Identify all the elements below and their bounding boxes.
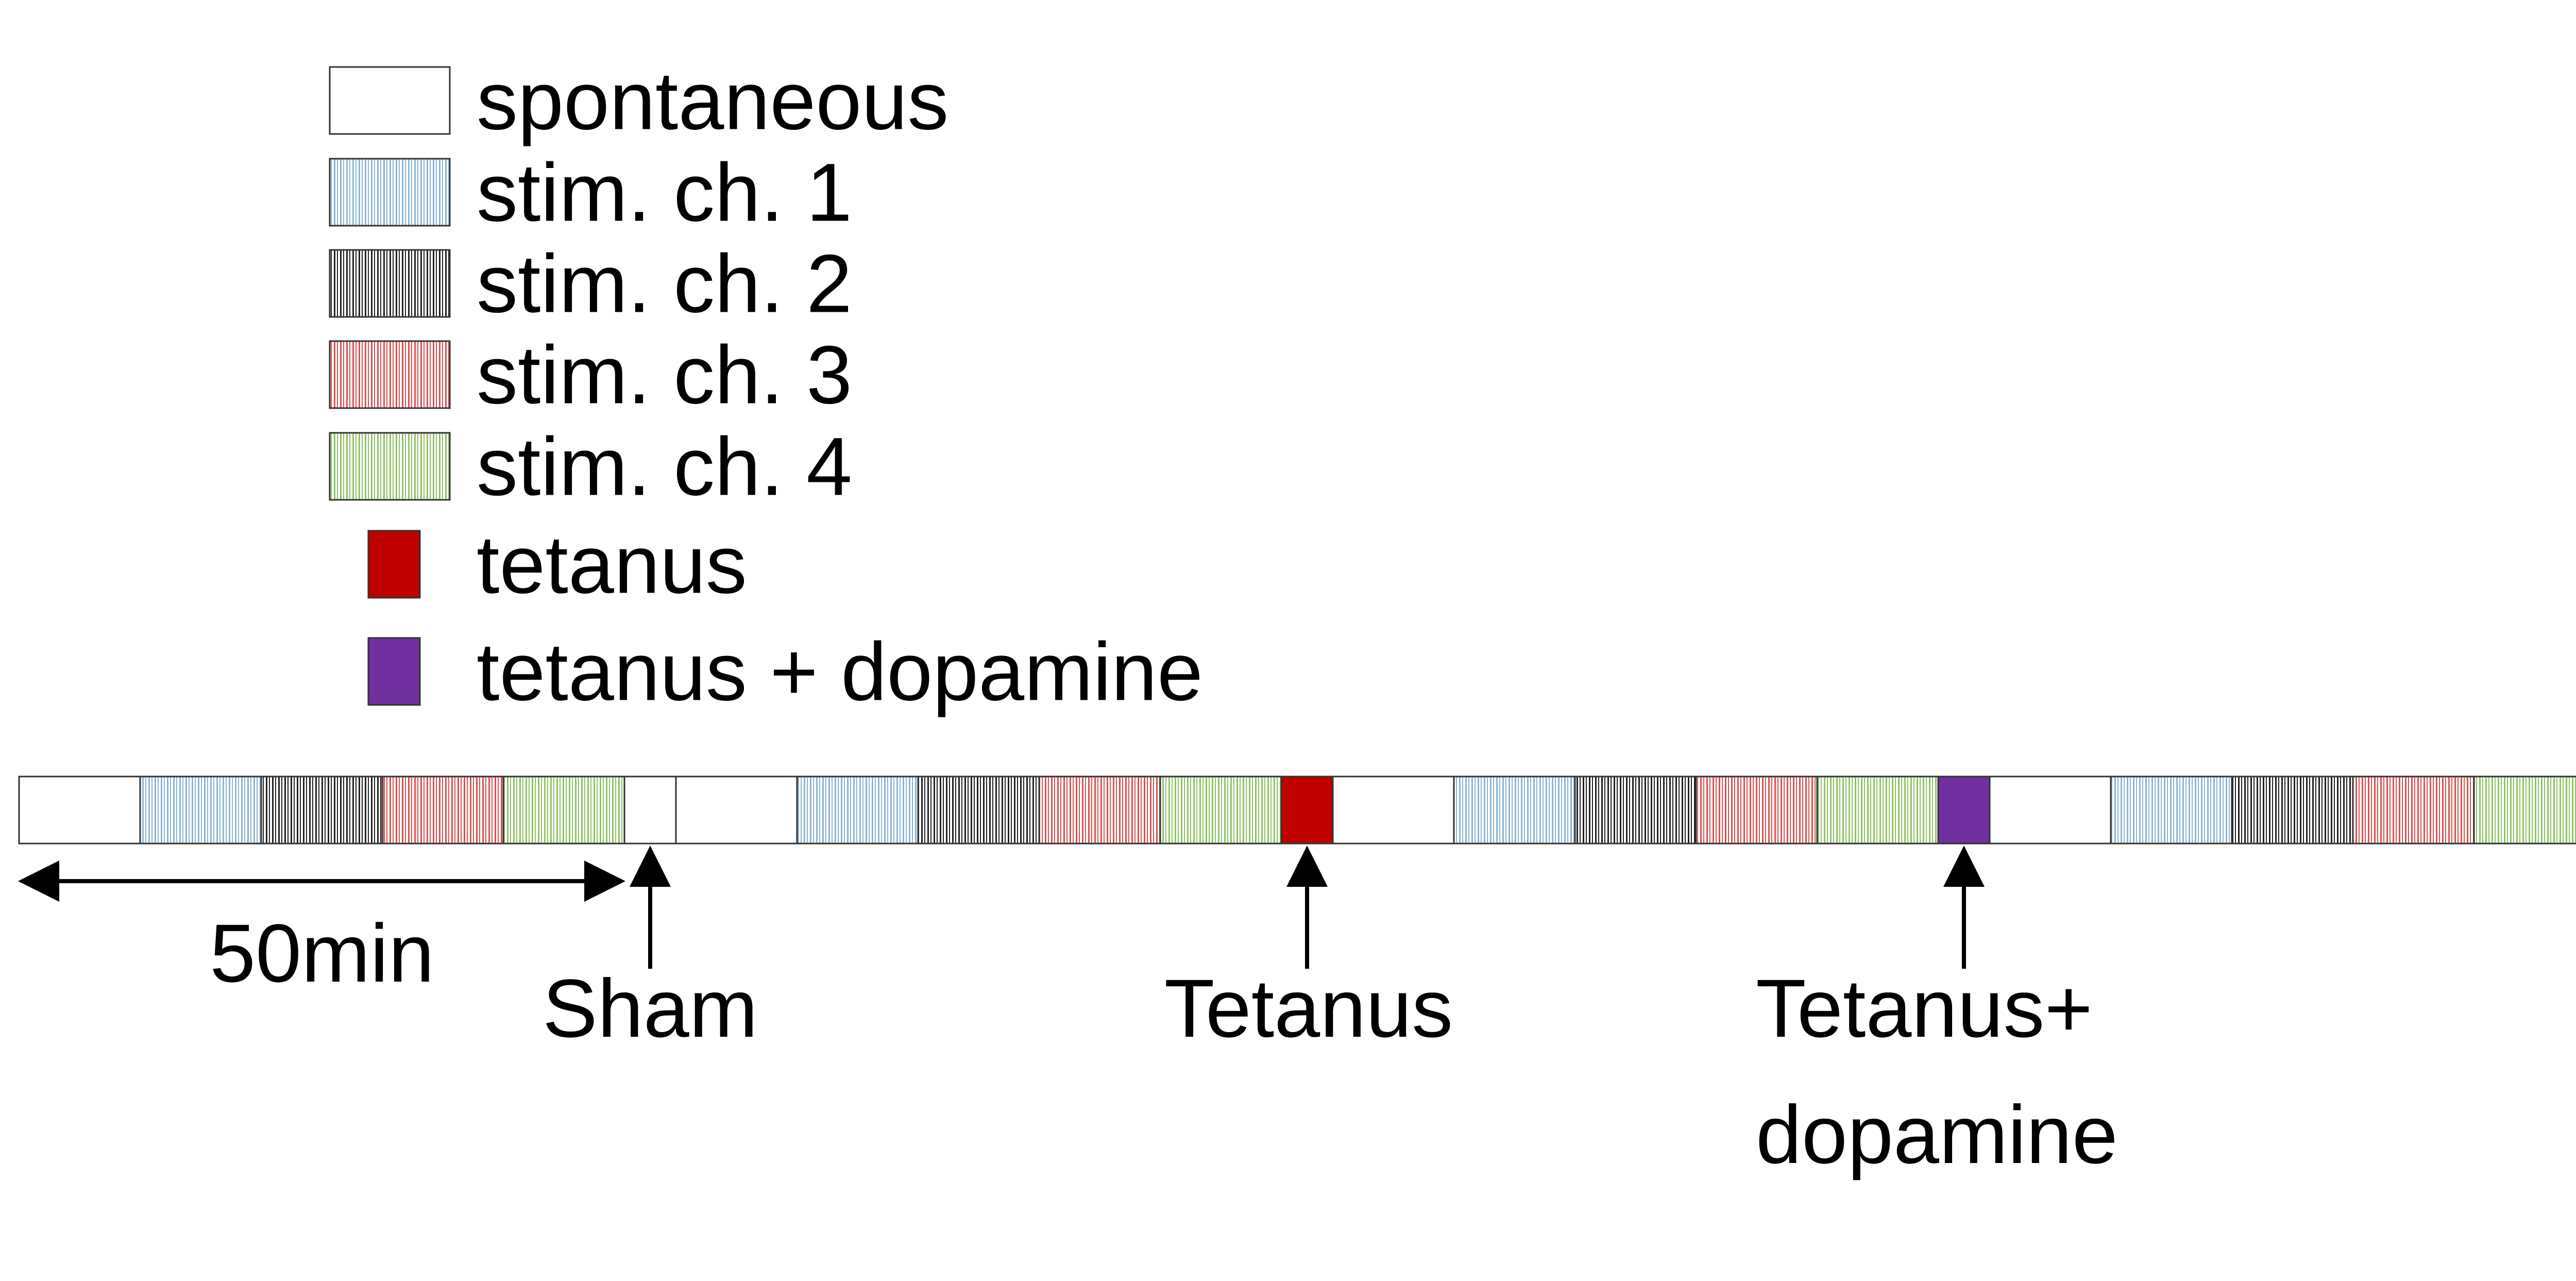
legend-swatch-stim2 xyxy=(329,249,451,318)
legend-swatch-stim3 xyxy=(329,340,451,409)
legend-item-stim4: stim. ch. 4 xyxy=(329,420,852,513)
timeline-segment-spontaneous xyxy=(1989,776,2112,845)
timeline-segment-stim4 xyxy=(2473,776,2576,845)
scale-bar: 50min xyxy=(18,861,625,999)
legend-label: spontaneous xyxy=(477,55,948,147)
legend-item-stim2: stim. ch. 2 xyxy=(329,238,852,330)
timeline xyxy=(18,776,2576,845)
scale-bar-label: 50min xyxy=(210,907,434,999)
event-sham: Sham xyxy=(543,846,758,1054)
timeline-segment-stim2 xyxy=(260,776,383,845)
timeline-segment-tetanus xyxy=(1280,776,1334,845)
legend-label: tetanus xyxy=(477,518,747,611)
timeline-segment-stim3 xyxy=(2352,776,2475,845)
timeline-segment-stim4 xyxy=(1159,776,1282,845)
legend-item-stim3: stim. ch. 3 xyxy=(329,329,852,421)
timeline-segment-stim2 xyxy=(1574,776,1697,845)
legend-swatch-stim1 xyxy=(329,158,451,227)
event-tetanus-dopamine: Tetanus+ dopamine xyxy=(1756,846,2118,1181)
legend-item-spontaneous: spontaneous xyxy=(329,55,948,147)
event-tetanus: Tetanus xyxy=(1164,846,1453,1054)
timeline-segment-stim2 xyxy=(2231,776,2354,845)
legend-swatch-spontaneous xyxy=(329,66,451,135)
legend-label: tetanus + dopamine xyxy=(477,626,1203,718)
legend-label: stim. ch. 4 xyxy=(477,420,852,513)
timeline-segment-stim2 xyxy=(917,776,1040,845)
timeline-segment-spontaneous-short xyxy=(623,776,677,845)
timeline-segment-stim1 xyxy=(1453,776,1576,845)
legend-label: stim. ch. 1 xyxy=(477,146,852,239)
timeline-segment-stim4 xyxy=(502,776,625,845)
timeline-segment-stim3 xyxy=(1695,776,1818,845)
timeline-segment-tetanus-dopamine xyxy=(1937,776,1991,845)
event-label: Tetanus+ xyxy=(1756,962,2093,1054)
legend-swatch-stim4 xyxy=(329,432,451,501)
legend-item-tetanus_dopamine: tetanus + dopamine xyxy=(367,626,1203,718)
timeline-segment-stim3 xyxy=(381,776,504,845)
event-markers: Sham Tetanus Tetanus+ dopamine xyxy=(543,846,2118,1181)
timeline-segment-stim1 xyxy=(2110,776,2233,845)
timeline-segment-stim1 xyxy=(139,776,262,845)
legend-label: stim. ch. 2 xyxy=(477,238,852,330)
event-label: Sham xyxy=(543,962,758,1054)
legend-swatch-tetanus xyxy=(367,530,421,599)
timeline-segment-spontaneous xyxy=(1332,776,1455,845)
timeline-segment-stim1 xyxy=(796,776,919,845)
timeline-segment-stim4 xyxy=(1816,776,1939,845)
event-label: dopamine xyxy=(1756,1088,2118,1181)
event-label: Tetanus xyxy=(1164,962,1453,1054)
legend-item-stim1: stim. ch. 1 xyxy=(329,146,852,239)
legend-item-tetanus: tetanus xyxy=(367,518,747,611)
legend-swatch-tetanus_dopamine xyxy=(367,637,421,706)
timeline-segment-spontaneous xyxy=(675,776,798,845)
timeline-segment-spontaneous xyxy=(18,776,141,845)
legend-label: stim. ch. 3 xyxy=(477,329,852,421)
timeline-segment-stim3 xyxy=(1038,776,1161,845)
